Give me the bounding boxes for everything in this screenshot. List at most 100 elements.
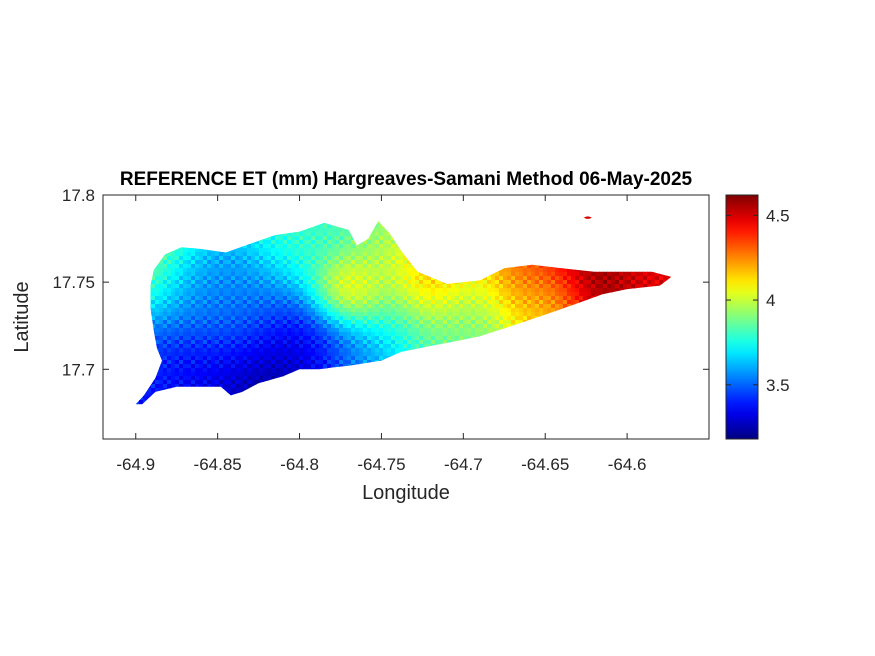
heat-cell [499, 336, 504, 341]
heat-cell [279, 252, 284, 257]
heat-cell [475, 244, 480, 249]
heat-cell [235, 312, 240, 317]
heat-cell [251, 284, 256, 289]
heat-cell [675, 240, 680, 245]
heat-cell [219, 276, 224, 281]
heat-cell [219, 244, 224, 249]
heat-cell [563, 232, 568, 237]
heat-cell [439, 296, 444, 301]
heat-cell [279, 268, 284, 273]
heat-cell [479, 336, 484, 341]
heat-cell [567, 288, 572, 293]
heat-cell [467, 336, 472, 341]
heat-cell [543, 348, 548, 353]
heat-cell [659, 344, 664, 349]
heat-cell [295, 304, 300, 309]
heat-cell [139, 288, 144, 293]
heat-cell [415, 276, 420, 281]
heat-cell [487, 280, 492, 285]
heat-cell [499, 340, 504, 345]
heat-cell [675, 280, 680, 285]
heat-cell [399, 348, 404, 353]
heat-cell [291, 272, 296, 277]
heat-cell [451, 324, 456, 329]
heat-cell [227, 340, 232, 345]
heat-cell [643, 232, 648, 237]
heat-cell [255, 340, 260, 345]
heat-cell [579, 248, 584, 253]
heat-cell [459, 236, 464, 241]
heat-cell [659, 312, 664, 317]
heat-cell [475, 344, 480, 349]
heat-cell [599, 232, 604, 237]
heat-cell [443, 221, 448, 225]
heat-cell [383, 292, 388, 297]
heat-cell [455, 308, 460, 313]
heat-cell [195, 284, 200, 289]
heat-cell [507, 260, 512, 265]
heat-cell [599, 268, 604, 273]
heat-cell [247, 248, 252, 253]
heat-cell [371, 296, 376, 301]
heat-cell [167, 224, 172, 229]
heat-cell [359, 264, 364, 269]
heat-cell [215, 304, 220, 309]
heat-cell [615, 316, 620, 321]
heat-cell [243, 320, 248, 325]
heat-cell [639, 264, 644, 269]
heat-cell [495, 340, 500, 345]
heat-cell [603, 224, 608, 229]
heat-cell [683, 228, 688, 233]
heat-cell [367, 336, 372, 341]
heat-cell [139, 336, 144, 341]
heat-cell [187, 272, 192, 277]
heat-cell [319, 336, 324, 341]
heat-cell [463, 332, 468, 337]
heat-cell [215, 348, 220, 353]
heat-cell [635, 308, 640, 313]
heat-cell [275, 328, 280, 333]
heat-cell [519, 312, 524, 317]
heat-cell [335, 340, 340, 345]
heat-cell [519, 240, 524, 245]
heat-cell [615, 232, 620, 237]
heat-cell [395, 252, 400, 257]
heat-cell [603, 312, 608, 317]
heat-cell [651, 316, 656, 321]
heat-cell [199, 304, 204, 309]
heat-cell [663, 216, 668, 221]
heat-cell [299, 332, 304, 337]
heat-cell [463, 300, 468, 305]
heat-cell [327, 300, 332, 305]
heat-cell [623, 252, 628, 257]
heat-cell [475, 328, 480, 333]
heat-cell [311, 328, 316, 333]
heat-cell [459, 272, 464, 277]
heat-cell [259, 332, 264, 337]
heat-cell [359, 300, 364, 305]
heat-cell [431, 236, 436, 241]
heat-cell [215, 296, 220, 301]
heat-cell [183, 296, 188, 301]
heat-cell [515, 221, 520, 225]
heat-cell [367, 352, 372, 357]
heat-cell [291, 324, 296, 329]
heat-cell [631, 296, 636, 301]
heat-cell [675, 324, 680, 329]
heat-cell [351, 324, 356, 329]
heat-cell [527, 316, 532, 321]
heat-cell [331, 304, 336, 309]
heat-cell [147, 272, 152, 277]
heat-cell [463, 212, 468, 217]
heat-cell [183, 224, 188, 229]
heat-cell [219, 308, 224, 313]
heat-cell [135, 244, 140, 249]
heat-cell [155, 332, 160, 337]
heat-cell [163, 224, 168, 229]
heat-cell [495, 292, 500, 297]
heat-cell [411, 316, 416, 321]
heat-cell [427, 260, 432, 265]
heat-cell [279, 300, 284, 305]
heat-cell [671, 256, 672, 261]
heat-cell [147, 308, 152, 313]
